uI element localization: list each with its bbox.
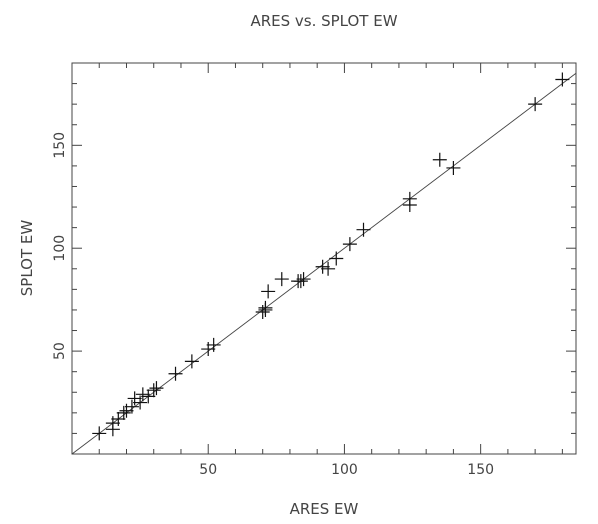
data-point — [274, 272, 289, 287]
data-point — [555, 72, 570, 87]
axis-ticks — [72, 63, 576, 454]
data-point — [296, 272, 311, 287]
y-tick-label: 100 — [52, 235, 68, 262]
data-point — [184, 354, 199, 369]
data-point — [356, 222, 371, 237]
data-point — [92, 426, 107, 441]
data-point — [432, 152, 447, 167]
data-point — [149, 381, 164, 396]
data-point — [293, 274, 308, 289]
data-point — [133, 395, 148, 410]
data-point — [255, 305, 270, 320]
y-tick-label: 150 — [52, 132, 68, 159]
data-point — [528, 97, 543, 112]
data-point — [321, 261, 336, 276]
data-point — [258, 300, 273, 315]
data-point — [446, 160, 461, 175]
data-point — [342, 237, 357, 252]
y-tick-label: 50 — [52, 342, 68, 360]
x-axis-label: ARES EW — [290, 500, 359, 518]
tick-labels: 50 100 150 50 100 150 — [52, 132, 494, 478]
data-point — [206, 337, 221, 352]
x-tick-label: 100 — [331, 462, 358, 478]
data-point — [168, 366, 183, 381]
data-point — [116, 405, 131, 420]
data-point — [261, 284, 276, 299]
data-point — [146, 383, 161, 398]
data-point — [135, 387, 150, 402]
chart-title: ARES vs. SPLOT EW — [250, 12, 397, 30]
data-point — [111, 412, 126, 427]
data-point — [315, 259, 330, 274]
plot-frame — [71, 62, 577, 455]
data-point — [329, 251, 344, 266]
x-tick-label: 150 — [467, 462, 494, 478]
y-axis-label: SPLOT EW — [18, 220, 36, 297]
data-point — [402, 197, 417, 212]
data-points — [92, 72, 570, 441]
x-tick-label: 50 — [199, 462, 217, 478]
data-point — [141, 389, 156, 404]
data-point — [124, 399, 139, 414]
